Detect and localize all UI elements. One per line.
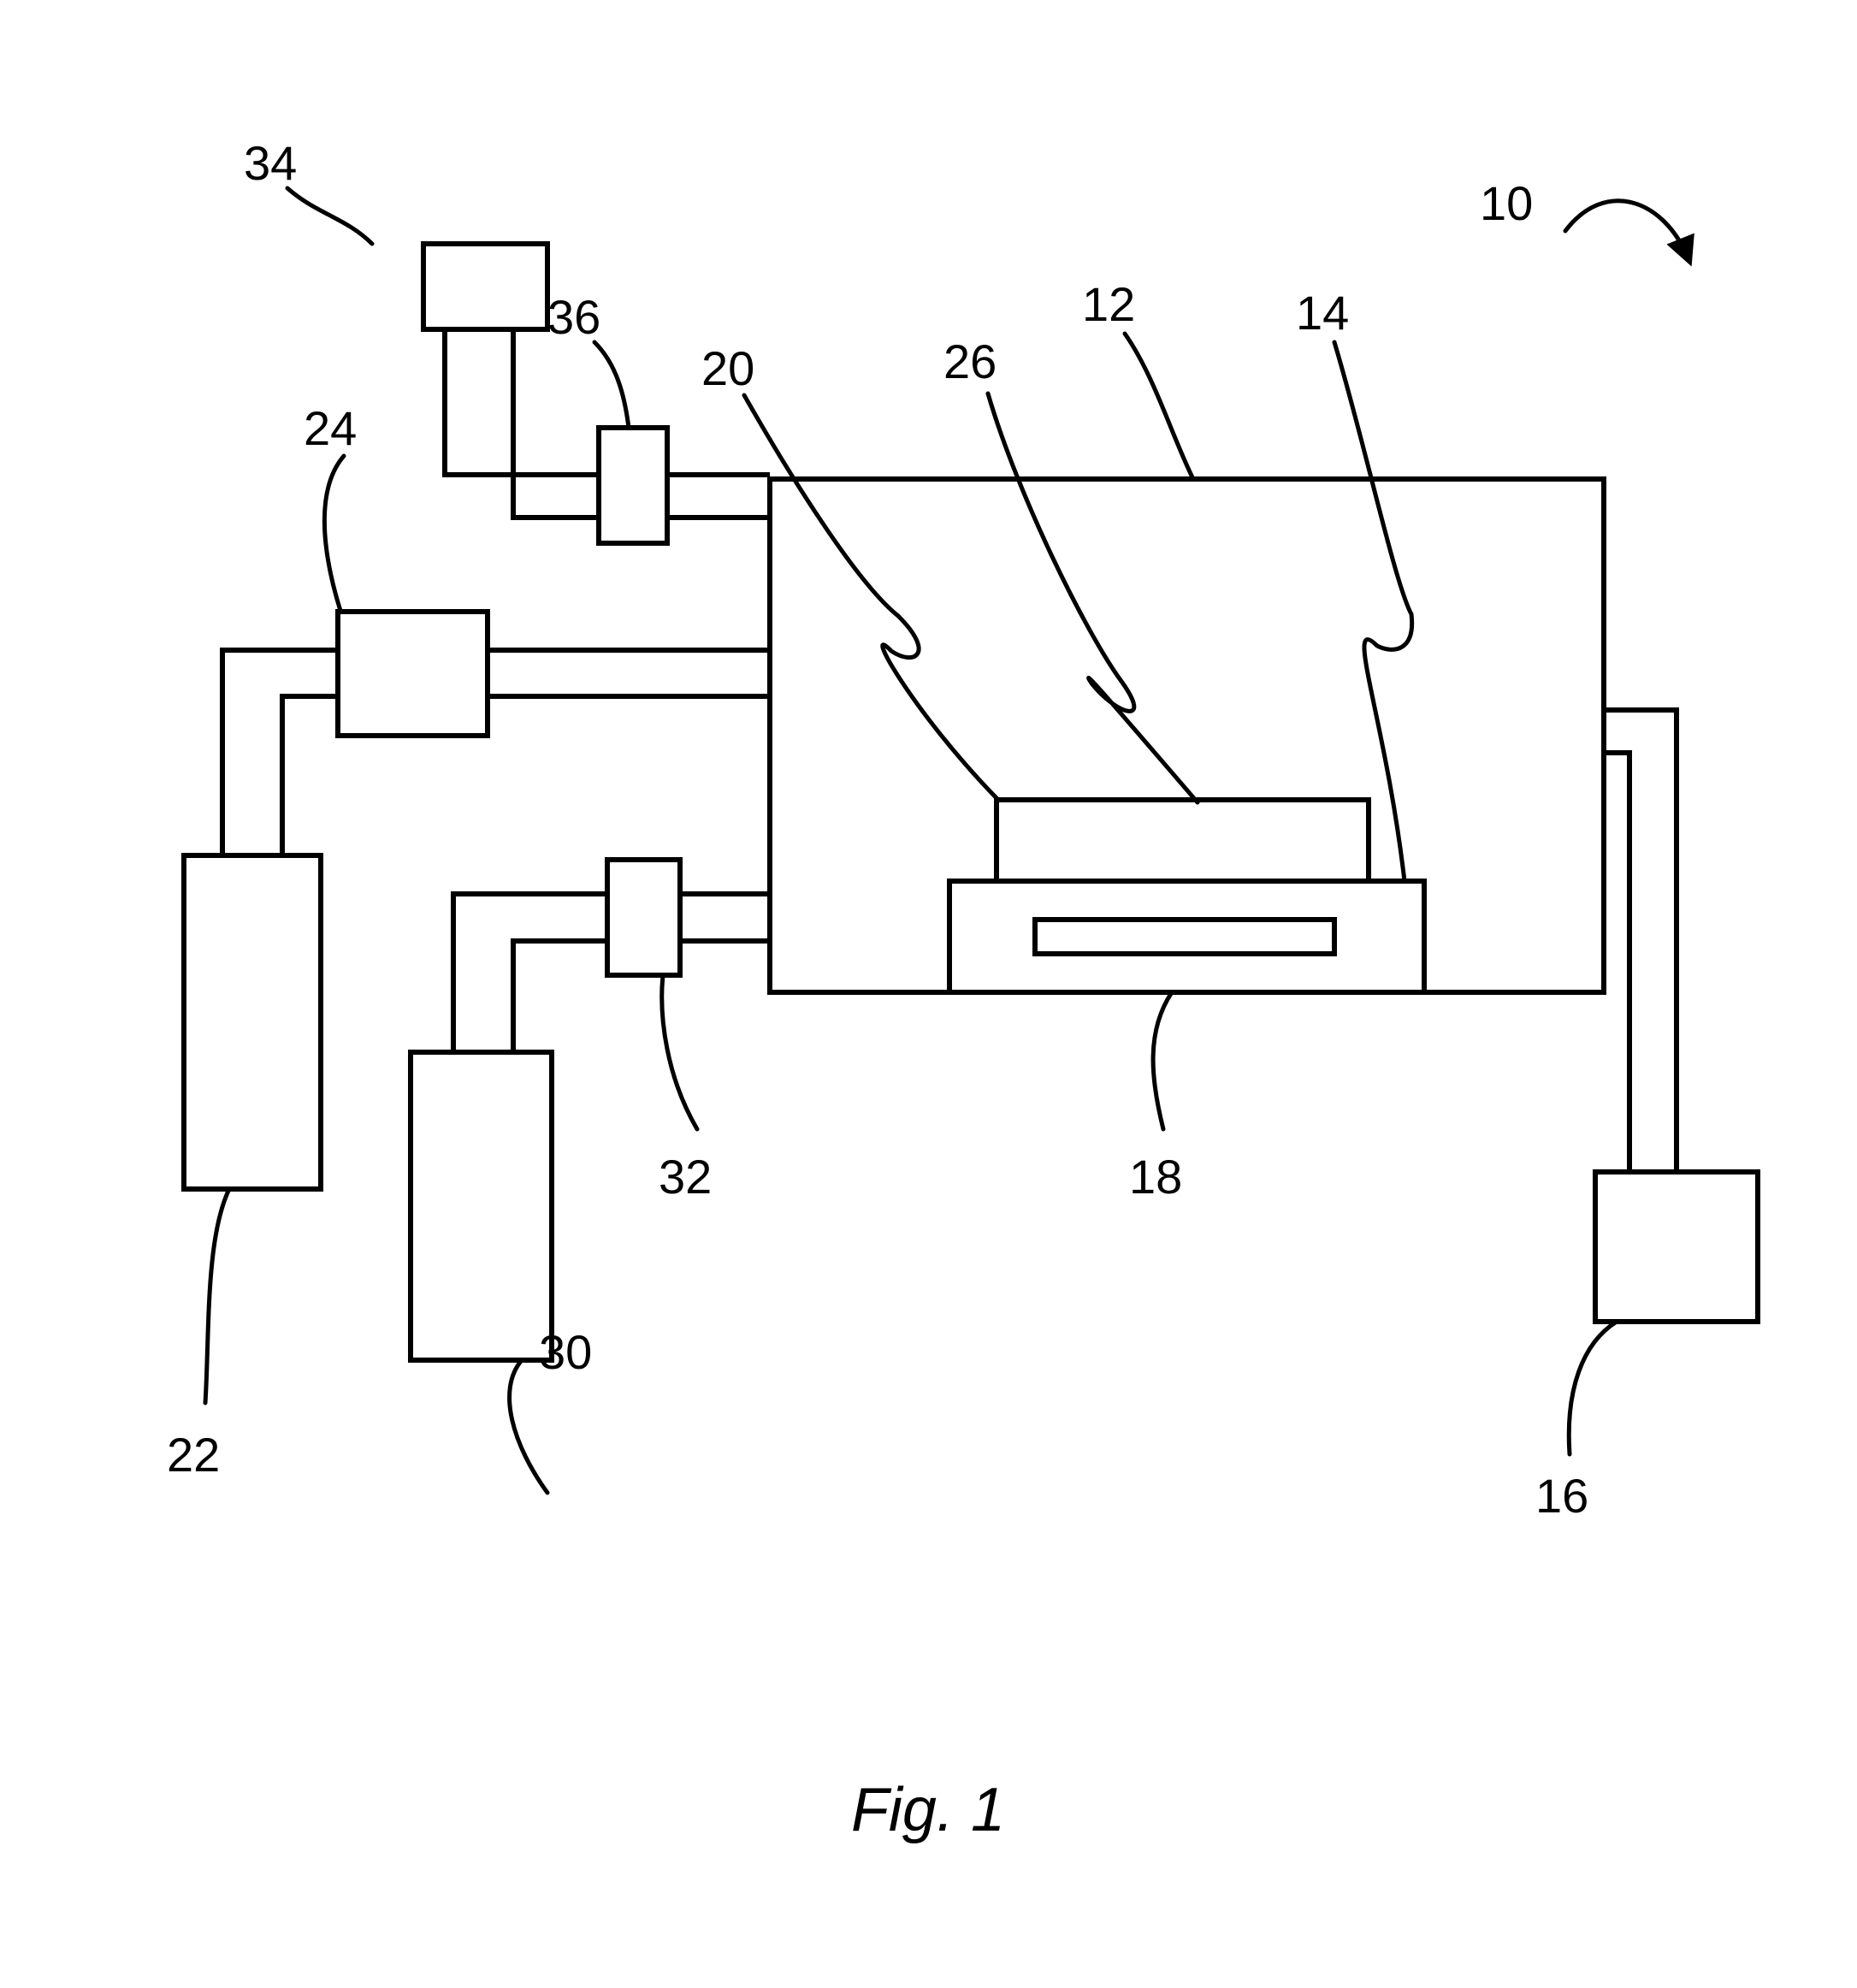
label-14: 14 bbox=[1296, 286, 1349, 340]
box-chamber_12 bbox=[770, 479, 1604, 992]
pipe-p_30_to_32_bot bbox=[513, 941, 607, 1052]
box-box_22 bbox=[184, 855, 321, 1189]
pipe-p_30_to_32_top bbox=[453, 894, 607, 1052]
leader-l_36 bbox=[594, 342, 629, 428]
pipe-p_34_to_36_top bbox=[445, 329, 599, 475]
label-18: 18 bbox=[1129, 1150, 1182, 1204]
label-10: 10 bbox=[1480, 176, 1533, 230]
leader-l_30 bbox=[510, 1360, 547, 1493]
leader-l_22 bbox=[205, 1189, 229, 1403]
label-12: 12 bbox=[1082, 277, 1135, 331]
leader-l_26 bbox=[988, 393, 1198, 802]
label-24: 24 bbox=[304, 401, 357, 455]
pipe-p_12_to_16_top bbox=[1604, 710, 1677, 1172]
box-box_32 bbox=[607, 860, 680, 975]
label-26: 26 bbox=[943, 334, 997, 388]
label-20: 20 bbox=[701, 341, 754, 395]
leader-l_24 bbox=[324, 456, 344, 611]
leader-l_12 bbox=[1125, 334, 1193, 479]
labels-group: 10 12 14 16 18 20 22 24 26 30 32 34 36 bbox=[167, 136, 1588, 1523]
figure-caption: Fig. 1 bbox=[851, 1776, 1005, 1844]
box-box_24 bbox=[338, 612, 488, 736]
pipe-p_12_to_16_bot bbox=[1604, 753, 1629, 1172]
label-30: 30 bbox=[539, 1325, 592, 1379]
label-32: 32 bbox=[659, 1150, 712, 1204]
figure-1: 10 12 14 16 18 20 22 24 26 30 32 34 36 Fig. 1 bbox=[0, 0, 1857, 1988]
pipe-p_22_to_24_bot bbox=[282, 696, 338, 855]
label-22: 22 bbox=[167, 1428, 220, 1482]
leader-l_32 bbox=[662, 975, 697, 1129]
leader-l_10 bbox=[1565, 201, 1689, 261]
leader-l_18 bbox=[1153, 992, 1172, 1129]
boxes-group bbox=[184, 244, 1758, 1360]
pipes-group bbox=[222, 329, 1677, 1172]
label-16: 16 bbox=[1535, 1469, 1588, 1523]
box-wafer_20 bbox=[997, 800, 1369, 881]
box-box_30 bbox=[411, 1052, 552, 1360]
leader-l_34 bbox=[287, 188, 372, 244]
box-box_34 bbox=[423, 244, 547, 329]
label-34: 34 bbox=[244, 136, 297, 190]
box-heater_18 bbox=[1035, 920, 1334, 954]
leader-l_20 bbox=[744, 395, 997, 799]
pipe-p_34_to_36_bot bbox=[513, 329, 599, 518]
label-36: 36 bbox=[547, 290, 600, 344]
box-box_36 bbox=[599, 428, 667, 543]
leader-l_16 bbox=[1569, 1322, 1617, 1454]
box-pedestal_14 bbox=[949, 881, 1424, 992]
box-box_16 bbox=[1595, 1172, 1758, 1322]
